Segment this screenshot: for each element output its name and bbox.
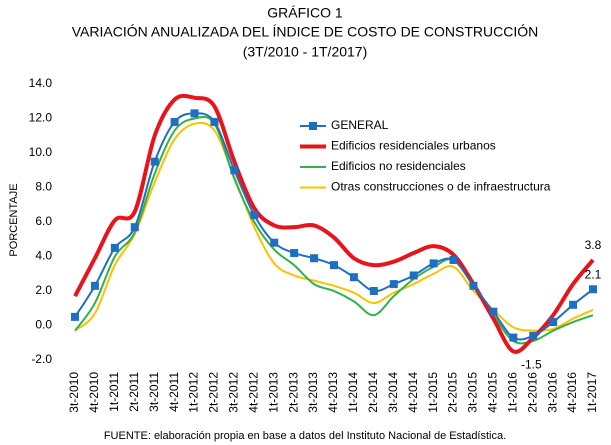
point-marker	[489, 307, 498, 316]
series-line	[74, 115, 594, 345]
x-tick-label: 4t-2014	[406, 372, 420, 413]
x-tick-label: 3t-2016	[545, 372, 559, 413]
point-marker	[210, 117, 219, 126]
point-marker	[589, 285, 597, 294]
y-tick-label: 8.0	[35, 180, 52, 194]
x-tick-label: 1t-2013	[266, 372, 280, 413]
y-tick-label: -2.0	[31, 352, 52, 366]
x-tick-label: 2t-2011	[127, 372, 141, 412]
point-marker	[130, 223, 139, 232]
x-tick-label: 4t-2010	[87, 372, 101, 413]
point-marker	[150, 157, 159, 166]
y-tick-label: 6.0	[35, 214, 52, 228]
point-marker	[230, 166, 239, 175]
x-tick-label: 1t-2012	[187, 372, 201, 413]
point-marker	[90, 281, 99, 290]
legend-marker	[309, 122, 317, 130]
point-marker	[170, 117, 179, 126]
legend-label: Edificios residenciales urbanos	[331, 139, 496, 153]
series-line	[74, 121, 594, 332]
legend-label: Otras construcciones o de infraestructur…	[331, 180, 551, 194]
x-tick-label: 3t-2014	[386, 372, 400, 413]
x-tick-label: 2t-2014	[366, 372, 380, 413]
legend-label: GENERAL	[331, 118, 389, 132]
legend-label: Edificios no residenciales	[331, 159, 466, 173]
x-tick-label: 1t-2015	[426, 372, 440, 413]
point-marker	[330, 261, 338, 270]
x-tick-label: 1t-2011	[107, 372, 121, 412]
chart-title: GRÁFICO 1	[267, 5, 343, 21]
x-tick-label: 4t-2013	[326, 372, 340, 413]
y-tick-label: 2.0	[35, 283, 52, 297]
point-marker	[509, 333, 518, 342]
x-tick-label: 3t-2012	[227, 372, 241, 413]
x-tick-label: 2t-2012	[207, 372, 221, 413]
source-note: FUENTE: elaboración propia en base a dat…	[104, 430, 506, 442]
x-tick-label: 1t-2016	[505, 372, 519, 413]
point-marker	[190, 109, 199, 118]
x-tick-label: 2t-2013	[286, 372, 300, 413]
x-tick-label: 4t-2016	[565, 372, 579, 413]
y-tick-label: 14.0	[29, 76, 53, 90]
y-axis-label: PORCENTAJE	[8, 183, 20, 256]
point-marker	[310, 254, 319, 263]
point-marker	[469, 281, 478, 290]
point-marker	[110, 243, 119, 252]
point-marker	[569, 300, 578, 309]
y-tick-label: 10.0	[29, 145, 53, 159]
point-marker	[549, 318, 558, 327]
x-tick-label: 3t-2013	[306, 372, 320, 413]
x-tick-label: 4t-2011	[167, 372, 181, 412]
chart-period: (3T/2010 - 1T/2017)	[243, 44, 368, 60]
x-tick-label: 3t-2011	[147, 372, 161, 412]
chart-subtitle: VARIACIÓN ANUALIZADA DEL ÍNDICE DE COSTO…	[72, 24, 538, 40]
series-line	[73, 93, 595, 354]
x-tick-label: 1t-2017	[585, 372, 599, 413]
y-tick-label: 12.0	[29, 111, 53, 125]
point-marker	[369, 287, 378, 295]
x-tick-label: 4t-2015	[486, 372, 500, 413]
x-tick-label: 2t-2015	[446, 372, 460, 413]
x-tick-label: 3t-2015	[466, 372, 480, 413]
x-tick-label: 1t-2014	[346, 372, 360, 413]
point-marker	[429, 259, 438, 268]
data-label: -1.5	[521, 358, 542, 372]
y-tick-label: 0.0	[35, 318, 52, 332]
point-marker	[290, 249, 299, 258]
x-tick-label: 4t-2012	[246, 372, 260, 413]
point-marker	[250, 211, 259, 220]
point-marker	[270, 238, 279, 247]
x-tick-label: 3t-2010	[67, 372, 81, 413]
point-marker	[449, 255, 458, 264]
point-marker	[389, 280, 398, 289]
point-marker	[529, 331, 538, 340]
data-label: 2.1	[585, 267, 602, 281]
point-marker	[71, 312, 79, 321]
y-tick-label: 4.0	[35, 249, 52, 263]
x-tick-label: 2t-2016	[525, 372, 539, 413]
data-label: 3.8	[585, 238, 602, 252]
point-marker	[349, 273, 358, 282]
point-marker	[409, 271, 418, 280]
